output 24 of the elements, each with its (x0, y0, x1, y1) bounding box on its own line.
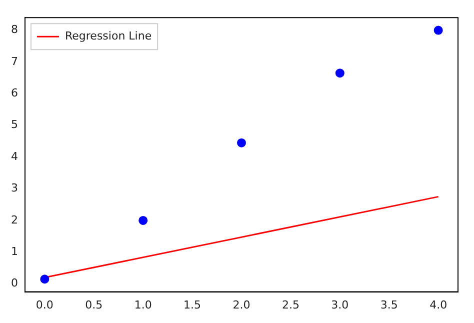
x-tick-label: 2.5 (282, 298, 300, 312)
point (237, 138, 246, 148)
y-tick-label: 6 (11, 86, 18, 100)
point (335, 68, 344, 78)
legend-label: Regression Line (65, 29, 152, 42)
y-tick-label: 8 (11, 23, 18, 36)
x-tick-label: 4.0 (430, 298, 448, 312)
point (138, 216, 148, 225)
y-tick-label: 0 (11, 276, 18, 290)
x-tick-label: 0.5 (85, 298, 103, 312)
y-tick-label: 2 (11, 213, 18, 226)
x-tick-label: 1.0 (134, 298, 152, 312)
y-tick-label: 1 (11, 245, 18, 258)
x-tick-label: 3.0 (331, 298, 349, 312)
point (434, 26, 443, 35)
y-tick-label: 4 (11, 150, 18, 163)
x-tick-label: 3.5 (380, 298, 398, 312)
x-tick-label: 0.0 (36, 298, 54, 312)
y-tick-label: 5 (11, 118, 18, 132)
x-tick-label: 2.0 (232, 298, 250, 312)
point (40, 274, 50, 284)
y-tick-label: 3 (11, 182, 18, 195)
y-tick-label: 7 (11, 54, 18, 68)
x-tick-label: 1.5 (184, 298, 202, 312)
